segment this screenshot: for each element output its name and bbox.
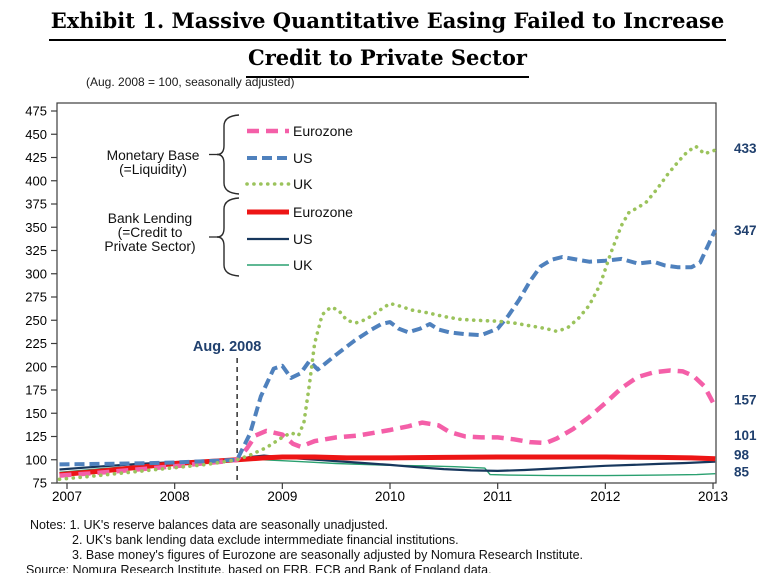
legend-group-label-bank-lending: Bank Lending — [108, 211, 192, 226]
legend-label-us_mb: US — [293, 150, 312, 166]
end-value-label-uk_mb: 433 — [734, 141, 757, 156]
x-tick-label: 2008 — [160, 489, 190, 504]
y-tick-label: 350 — [25, 220, 47, 235]
legend-group-label-bank-lending: (=Credit to — [118, 225, 183, 240]
note-1: Notes: 1. UK's reserve balances data are… — [30, 518, 389, 532]
y-tick-label: 100 — [25, 452, 47, 467]
annotation-label: Aug. 2008 — [193, 339, 262, 355]
series-uk_mb — [57, 144, 717, 482]
series-us_mb — [59, 229, 718, 467]
note-2: 2. UK's bank lending data exclude interm… — [72, 533, 459, 547]
y-tick-label: 375 — [25, 197, 47, 212]
note-3: 3. Base money's figures of Eurozone are … — [72, 548, 583, 562]
legend-group-label-bank-lending: Private Sector) — [104, 239, 195, 254]
legend-label-uk_bl: UK — [293, 257, 313, 273]
plot-border — [56, 102, 717, 484]
title-line-2: Credit to Private Sector — [246, 41, 529, 78]
end-value-label-us_bl: 98 — [734, 448, 750, 463]
y-tick-label: 325 — [25, 243, 47, 258]
series-ez_bl — [59, 454, 716, 478]
y-tick-label: 250 — [25, 313, 47, 328]
x-tick-label: 2009 — [267, 489, 297, 504]
legend-group-label-monetary-base: (=Liquidity) — [119, 162, 187, 177]
y-tick-label: 275 — [25, 290, 47, 305]
x-tick-label: 2013 — [698, 489, 728, 504]
legend-brace — [216, 197, 240, 277]
title-line-1: Exhibit 1. Massive Quantitative Easing F… — [48, 4, 727, 41]
legend-group-label-monetary-base: Monetary Base — [107, 148, 200, 163]
end-value-label-uk_bl: 85 — [734, 465, 750, 480]
y-tick-label: 400 — [25, 173, 47, 188]
y-tick-label: 225 — [25, 336, 47, 351]
line-chart: 75 100 125 150 175 200 225 250 275 300 325 350 375 40… — [25, 102, 757, 504]
legend-brace — [216, 114, 240, 195]
x-tick-label: 2010 — [375, 489, 405, 504]
source-line: Source: Nomura Research Institute, based… — [26, 563, 492, 573]
y-tick-label: 475 — [25, 104, 47, 119]
y-tick-label: 425 — [25, 150, 47, 165]
x-tick-label: 2007 — [52, 489, 82, 504]
legend-label-uk_mb: UK — [293, 176, 313, 192]
end-value-label-ez_bl: 101 — [734, 428, 757, 443]
x-tick-label: 2011 — [483, 489, 512, 504]
legend-label-us_bl: US — [293, 231, 312, 247]
y-tick-label: 150 — [25, 406, 47, 421]
x-tick-label: 2012 — [590, 489, 620, 504]
y-tick-label: 125 — [25, 429, 47, 444]
end-value-label-ez_mb: 157 — [734, 393, 757, 408]
legend-label-ez_mb: Eurozone — [293, 123, 353, 139]
y-tick-label: 450 — [25, 127, 47, 142]
index-note: (Aug. 2008 = 100, seasonally adjusted) — [86, 75, 295, 89]
y-tick-label: 300 — [25, 266, 47, 281]
end-value-label-us_mb: 347 — [734, 223, 757, 238]
legend-label-ez_bl: Eurozone — [293, 204, 353, 220]
y-tick-label: 75 — [33, 476, 47, 491]
page-title: Exhibit 1. Massive Quantitative Easing F… — [0, 4, 775, 78]
y-tick-label: 175 — [25, 383, 47, 398]
y-tick-label: 200 — [25, 359, 47, 374]
